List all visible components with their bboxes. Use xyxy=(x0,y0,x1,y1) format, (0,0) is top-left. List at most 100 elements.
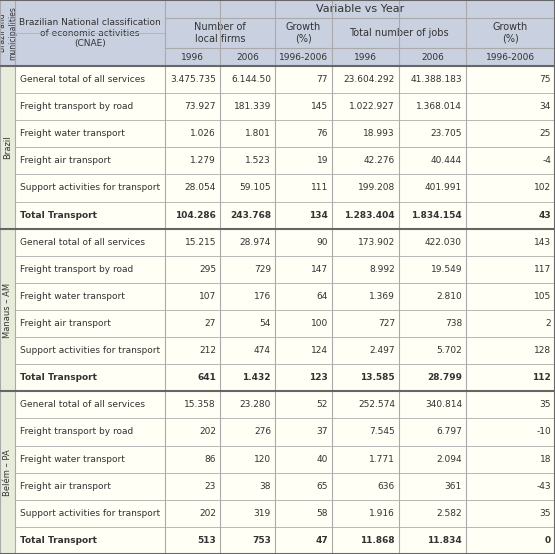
Text: 73.927: 73.927 xyxy=(184,102,216,111)
Bar xyxy=(165,527,220,554)
Bar xyxy=(466,66,555,93)
Bar xyxy=(466,500,555,527)
Bar xyxy=(220,120,275,147)
Bar xyxy=(0,66,15,229)
Bar xyxy=(275,175,332,202)
Text: Brazilian National classification
of economic activities
(CNAE): Brazilian National classification of eco… xyxy=(19,18,161,48)
Bar xyxy=(165,418,220,445)
Bar xyxy=(165,337,220,364)
Bar xyxy=(399,418,466,445)
Bar xyxy=(275,93,332,120)
Bar xyxy=(399,391,466,418)
Text: 59.105: 59.105 xyxy=(239,183,271,192)
Text: Support activities for transport: Support activities for transport xyxy=(20,346,160,355)
Text: Freight air transport: Freight air transport xyxy=(20,156,111,166)
Bar xyxy=(399,310,466,337)
Text: Freight water transport: Freight water transport xyxy=(20,455,125,464)
Text: 64: 64 xyxy=(316,292,328,301)
Text: 102: 102 xyxy=(534,183,551,192)
Bar xyxy=(165,391,220,418)
Bar xyxy=(275,120,332,147)
Bar xyxy=(275,391,332,418)
Text: 1996-2006: 1996-2006 xyxy=(486,53,535,61)
Bar xyxy=(165,202,220,229)
Bar xyxy=(220,256,275,283)
Text: 1996: 1996 xyxy=(354,53,377,61)
Text: 2.582: 2.582 xyxy=(436,509,462,518)
Text: Growth
(%): Growth (%) xyxy=(286,22,321,44)
Bar xyxy=(15,445,165,473)
Text: Number of
local firms: Number of local firms xyxy=(194,22,246,44)
Text: 636: 636 xyxy=(378,482,395,491)
Bar xyxy=(220,500,275,527)
Bar xyxy=(399,473,466,500)
Bar xyxy=(15,391,165,418)
Text: 276: 276 xyxy=(254,428,271,437)
Text: 1996-2006: 1996-2006 xyxy=(279,53,328,61)
Text: 25: 25 xyxy=(539,129,551,138)
Bar xyxy=(15,500,165,527)
Bar xyxy=(15,337,165,364)
Bar xyxy=(466,93,555,120)
Text: 2.497: 2.497 xyxy=(370,346,395,355)
Text: 1.022.927: 1.022.927 xyxy=(350,102,395,111)
Text: 145: 145 xyxy=(311,102,328,111)
Text: 23.604.292: 23.604.292 xyxy=(344,75,395,84)
Bar xyxy=(399,527,466,554)
Text: 8.992: 8.992 xyxy=(369,265,395,274)
Bar xyxy=(332,500,399,527)
Bar xyxy=(220,310,275,337)
Bar xyxy=(220,445,275,473)
Bar xyxy=(15,66,165,93)
Bar xyxy=(275,283,332,310)
Text: 176: 176 xyxy=(254,292,271,301)
Bar xyxy=(466,48,555,66)
Bar xyxy=(399,147,466,175)
Text: 43: 43 xyxy=(538,211,551,219)
Text: 2.810: 2.810 xyxy=(436,292,462,301)
Bar xyxy=(15,229,165,256)
Text: 54: 54 xyxy=(260,319,271,328)
Bar xyxy=(332,391,399,418)
Bar xyxy=(399,175,466,202)
Text: Support activities for transport: Support activities for transport xyxy=(20,183,160,192)
Text: -10: -10 xyxy=(536,428,551,437)
Text: 753: 753 xyxy=(252,536,271,545)
Bar xyxy=(15,310,165,337)
Bar xyxy=(332,445,399,473)
Bar xyxy=(220,337,275,364)
Bar xyxy=(399,48,466,66)
Bar xyxy=(220,473,275,500)
Text: 134: 134 xyxy=(309,211,328,219)
Bar xyxy=(15,0,165,66)
Text: 6.797: 6.797 xyxy=(436,428,462,437)
Text: 111: 111 xyxy=(311,183,328,192)
Bar xyxy=(275,364,332,391)
Bar xyxy=(399,93,466,120)
Bar xyxy=(466,229,555,256)
Text: 19: 19 xyxy=(316,156,328,166)
Text: 401.991: 401.991 xyxy=(425,183,462,192)
Text: 727: 727 xyxy=(378,319,395,328)
Text: Total Transport: Total Transport xyxy=(20,373,97,382)
Text: 19.549: 19.549 xyxy=(431,265,462,274)
Bar xyxy=(466,364,555,391)
Bar xyxy=(15,120,165,147)
Text: 28.054: 28.054 xyxy=(185,183,216,192)
Bar xyxy=(15,473,165,500)
Text: 361: 361 xyxy=(445,482,462,491)
Text: 28.799: 28.799 xyxy=(427,373,462,382)
Text: 107: 107 xyxy=(199,292,216,301)
Text: 1.026: 1.026 xyxy=(190,129,216,138)
Text: 38: 38 xyxy=(260,482,271,491)
Bar xyxy=(220,527,275,554)
Bar xyxy=(332,418,399,445)
Text: 6.144.50: 6.144.50 xyxy=(231,75,271,84)
Text: 40.444: 40.444 xyxy=(431,156,462,166)
Bar xyxy=(332,202,399,229)
Text: 2.094: 2.094 xyxy=(436,455,462,464)
Bar xyxy=(275,18,332,48)
Text: 243.768: 243.768 xyxy=(230,211,271,219)
Bar xyxy=(275,418,332,445)
Text: 75: 75 xyxy=(539,75,551,84)
